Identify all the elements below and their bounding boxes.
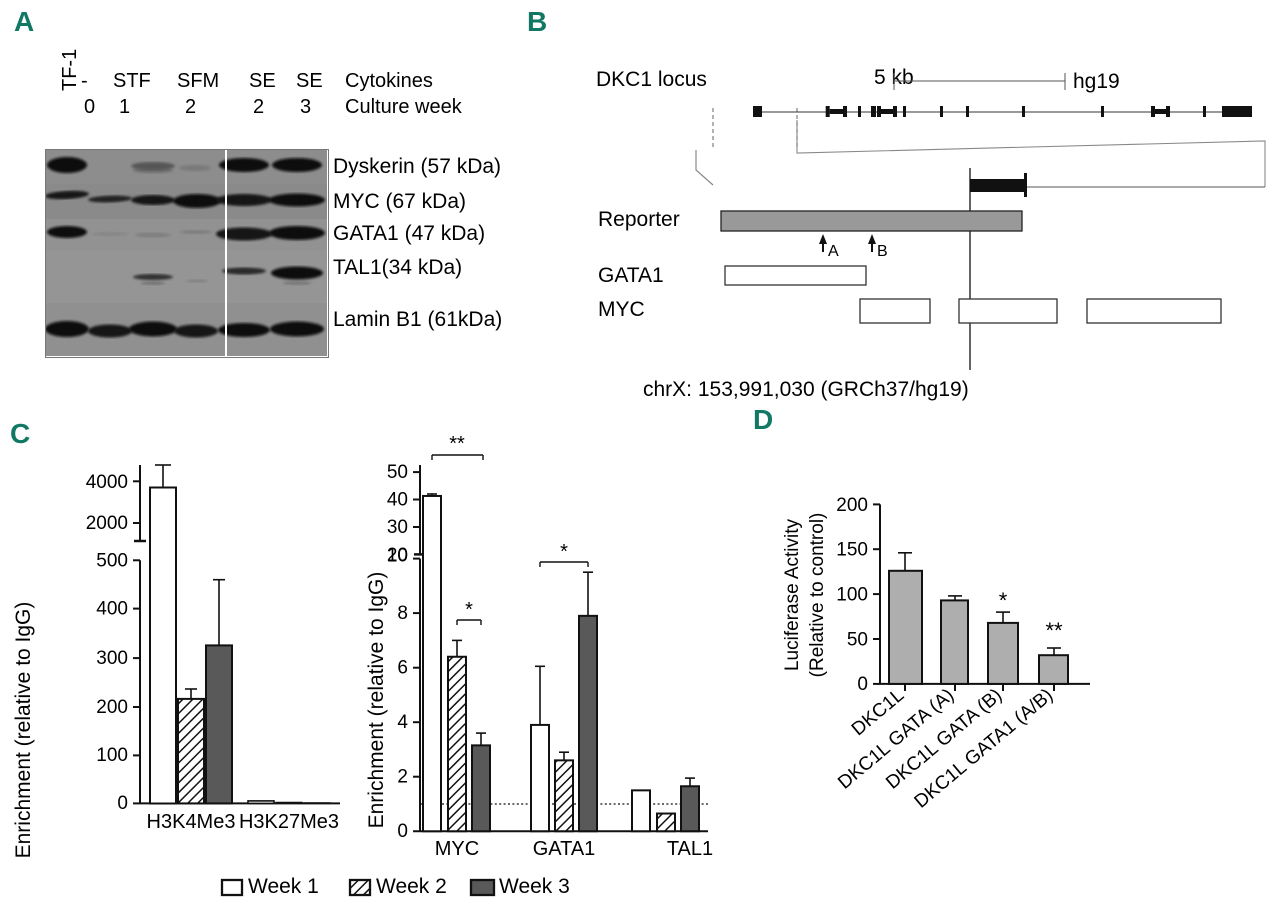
- svg-text:150: 150: [836, 540, 868, 561]
- svg-text:*: *: [999, 588, 1008, 613]
- svg-text:**: **: [1045, 618, 1063, 643]
- svg-text:100: 100: [836, 585, 868, 606]
- svg-text:(Relative to control): (Relative to control): [807, 513, 828, 678]
- svg-text:50: 50: [847, 630, 868, 651]
- svg-text:200: 200: [836, 495, 868, 516]
- svg-text:0: 0: [857, 674, 868, 695]
- svg-text:Luciferase Activity: Luciferase Activity: [782, 518, 803, 671]
